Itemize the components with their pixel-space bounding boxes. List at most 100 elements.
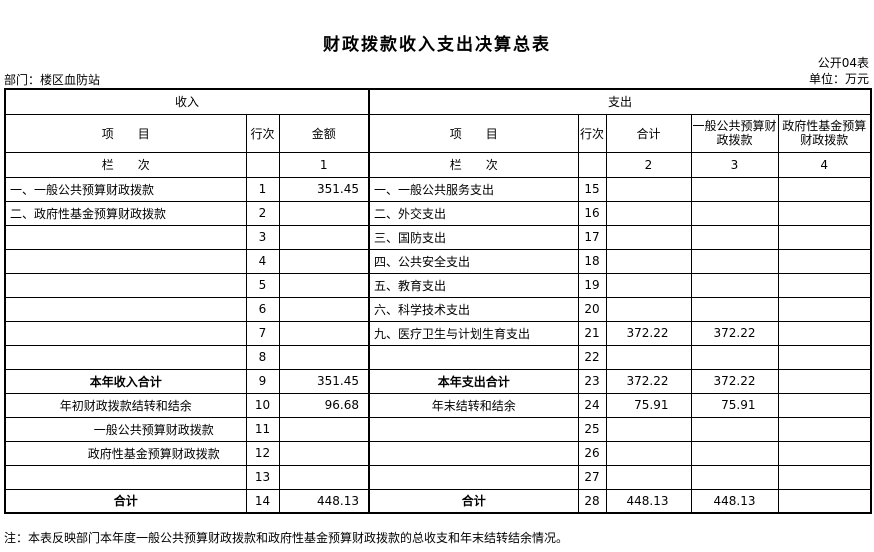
section-row: 收入 支出 xyxy=(4,88,872,115)
expenditure-line-no-cell: 23 xyxy=(577,368,607,394)
expenditure-item-cell: 五、教育支出 xyxy=(368,272,579,298)
income-amount-cell xyxy=(278,248,370,274)
income-line-no-cell: 2 xyxy=(245,200,280,226)
income-item-cell xyxy=(4,320,247,346)
expenditure-general-cell xyxy=(690,200,779,226)
income-line-no-cell: 13 xyxy=(245,464,280,490)
income-amount-cell xyxy=(278,296,370,322)
income-item-cell xyxy=(4,344,247,370)
expenditure-total-header: 合计 xyxy=(605,113,692,153)
income-item-header: 项 目 xyxy=(4,113,247,153)
income-amount-cell: 351.45 xyxy=(278,368,370,394)
income-amount-cell xyxy=(278,440,370,466)
income-line-no-cell: 9 xyxy=(245,368,280,394)
expenditure-general-cell: 448.13 xyxy=(690,488,779,514)
income-item-cell: 一、一般公共预算财政拨款 xyxy=(4,176,247,202)
expenditure-general-cell xyxy=(690,248,779,274)
expenditure-total-cell xyxy=(605,344,692,370)
expenditure-general-cell xyxy=(690,464,779,490)
expenditure-gov-fund-cell xyxy=(777,368,872,394)
department-label: 部门：楼区血防站 xyxy=(4,73,101,87)
expenditure-item-header: 项 目 xyxy=(368,113,579,153)
income-amount-cell xyxy=(278,320,370,346)
income-item-cell xyxy=(4,224,247,250)
income-amount-cell xyxy=(278,464,370,490)
income-line-no-cell: 5 xyxy=(245,272,280,298)
meta-right: 公开04表 单位：万元 xyxy=(809,55,869,87)
income-line-no-cell: 3 xyxy=(245,224,280,250)
expenditure-general-cell xyxy=(690,344,779,370)
expenditure-line-no-header: 行次 xyxy=(577,113,607,153)
expenditure-general-cell xyxy=(690,224,779,250)
expenditure-item-cell xyxy=(368,416,579,442)
expenditure-total-cell xyxy=(605,464,692,490)
table-code: 公开04表 xyxy=(817,56,869,70)
table-row: 4 四、公共安全支出 18 xyxy=(4,248,872,274)
expenditure-general-cell xyxy=(690,296,779,322)
table-row: 本年收入合计 9 351.45 本年支出合计 23 372.22 372.22 xyxy=(4,368,872,394)
expenditure-section-header: 支出 xyxy=(368,88,872,115)
expenditure-line-no-cell: 18 xyxy=(577,248,607,274)
income-item-cell: 本年收入合计 xyxy=(4,368,247,394)
expenditure-item-cell: 一、一般公共服务支出 xyxy=(368,176,579,202)
expenditure-item-cell xyxy=(368,344,579,370)
expenditure-gov-fund-col-no: 4 xyxy=(777,151,872,178)
income-line-no-cell: 7 xyxy=(245,320,280,346)
expenditure-item-cell: 本年支出合计 xyxy=(368,368,579,394)
income-line-no-blank xyxy=(245,151,280,178)
expenditure-line-no-cell: 22 xyxy=(577,344,607,370)
table-row: 8 22 xyxy=(4,344,872,370)
income-item-cell xyxy=(4,272,247,298)
income-amount-cell xyxy=(278,200,370,226)
table-row: 7 九、医疗卫生与计划生育支出 21 372.22 372.22 xyxy=(4,320,872,346)
expenditure-item-cell: 二、外交支出 xyxy=(368,200,579,226)
expenditure-item-cell xyxy=(368,464,579,490)
income-amount-col-no: 1 xyxy=(278,151,370,178)
expenditure-line-no-cell: 27 xyxy=(577,464,607,490)
expenditure-general-cell xyxy=(690,176,779,202)
expenditure-column-row-label: 栏 次 xyxy=(368,151,579,178)
income-item-cell: 政府性基金预算财政拨款 xyxy=(4,440,247,466)
column-number-row: 栏 次 1 栏 次 2 3 4 xyxy=(4,151,872,178)
expenditure-line-no-cell: 15 xyxy=(577,176,607,202)
expenditure-gov-fund-cell xyxy=(777,464,872,490)
income-amount-cell xyxy=(278,344,370,370)
expenditure-gov-fund-cell xyxy=(777,296,872,322)
income-line-no-cell: 4 xyxy=(245,248,280,274)
income-item-cell: 一般公共预算财政拨款 xyxy=(4,416,247,442)
page-title: 财政拨款收入支出决算总表 xyxy=(323,35,551,55)
expenditure-line-no-cell: 26 xyxy=(577,440,607,466)
income-amount-cell xyxy=(278,224,370,250)
table-row: 一般公共预算财政拨款 11 25 xyxy=(4,416,872,442)
expenditure-total-cell xyxy=(605,248,692,274)
income-amount-cell: 351.45 xyxy=(278,176,370,202)
expenditure-general-cell: 372.22 xyxy=(690,368,779,394)
income-column-row-label: 栏 次 xyxy=(4,151,247,178)
income-amount-cell xyxy=(278,416,370,442)
income-amount-cell xyxy=(278,272,370,298)
expenditure-gov-fund-cell xyxy=(777,440,872,466)
expenditure-gov-fund-cell xyxy=(777,224,872,250)
income-line-no-cell: 10 xyxy=(245,392,280,418)
expenditure-line-no-cell: 20 xyxy=(577,296,607,322)
expenditure-line-no-cell: 24 xyxy=(577,392,607,418)
income-line-no-cell: 8 xyxy=(245,344,280,370)
table-row: 3 三、国防支出 17 xyxy=(4,224,872,250)
income-line-no-cell: 14 xyxy=(245,488,280,514)
income-item-cell: 二、政府性基金预算财政拨款 xyxy=(4,200,247,226)
expenditure-general-cell xyxy=(690,416,779,442)
expenditure-total-cell xyxy=(605,416,692,442)
expenditure-item-cell: 六、科学技术支出 xyxy=(368,296,579,322)
expenditure-general-col-no: 3 xyxy=(690,151,779,178)
expenditure-total-cell xyxy=(605,176,692,202)
income-amount-cell: 448.13 xyxy=(278,488,370,514)
table-row: 6 六、科学技术支出 20 xyxy=(4,296,872,322)
income-item-cell xyxy=(4,248,247,274)
footnote: 注：本表反映部门本年度一般公共预算财政拨款和政府性基金预算财政拨款的总收支和年末… xyxy=(4,531,569,545)
table-row: 一、一般公共预算财政拨款 1 351.45 一、一般公共服务支出 15 xyxy=(4,176,872,202)
income-line-no-header: 行次 xyxy=(245,113,280,153)
income-amount-header: 金额 xyxy=(278,113,370,153)
expenditure-gov-fund-cell xyxy=(777,176,872,202)
expenditure-line-no-blank xyxy=(577,151,607,178)
expenditure-general-cell xyxy=(690,440,779,466)
